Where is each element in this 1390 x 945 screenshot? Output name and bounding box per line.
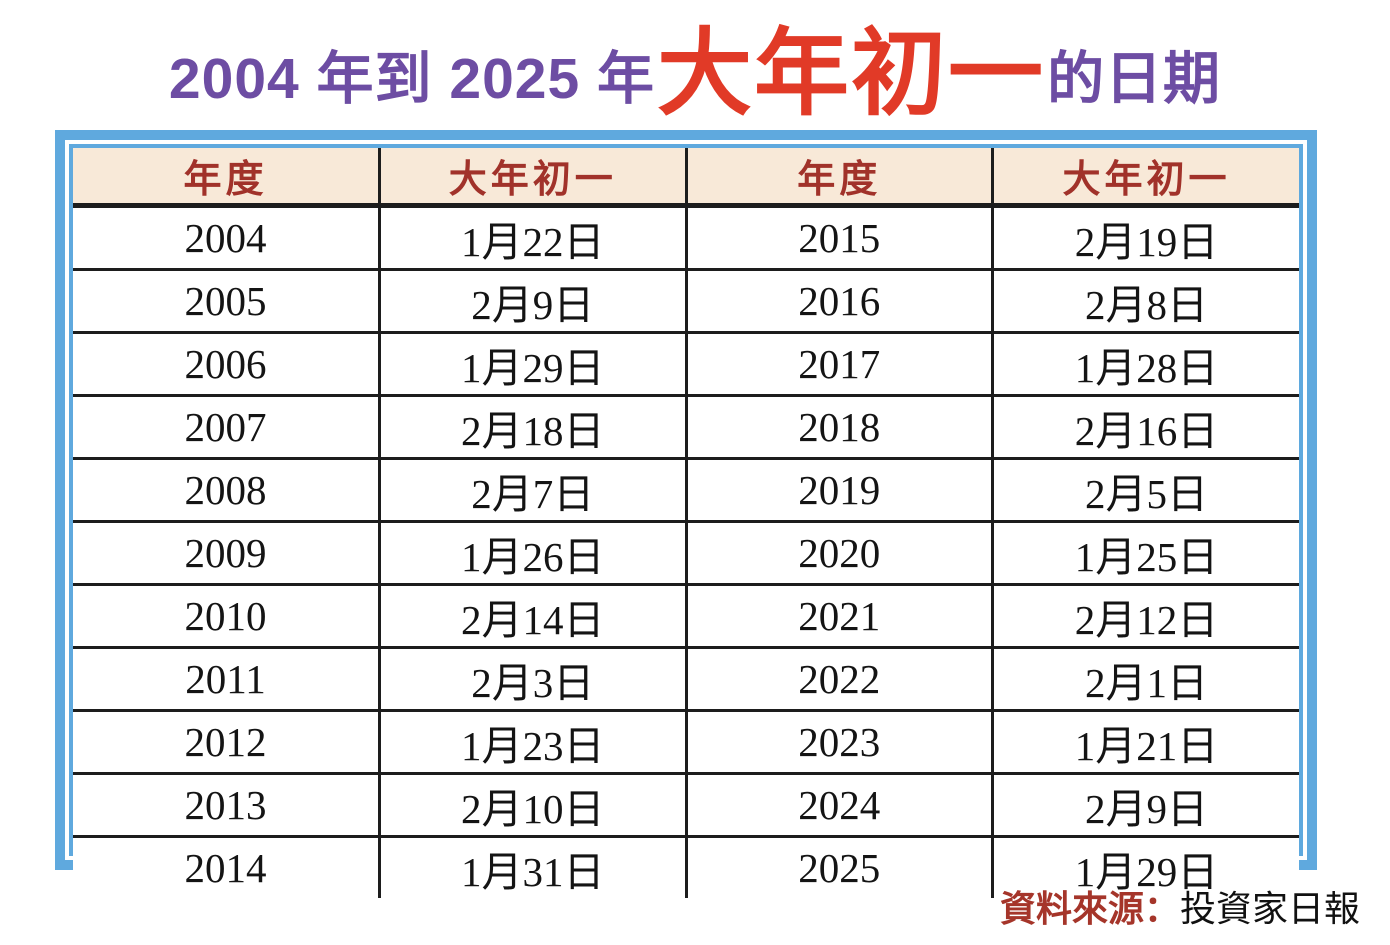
table-row: 2007 2月18日 2018 2月16日 <box>73 394 1299 459</box>
year-cell: 2013 <box>73 772 380 837</box>
year-cell: 2022 <box>684 646 993 711</box>
year-cell: 2014 <box>73 835 380 898</box>
date-cell: 2月16日 <box>991 394 1299 459</box>
title-suffix: 的日期 <box>1047 47 1222 111</box>
year-cell: 2005 <box>73 268 380 333</box>
date-cell: 2月12日 <box>991 583 1299 648</box>
date-cell: 2月8日 <box>991 268 1299 333</box>
date-cell: 1月29日 <box>991 835 1299 898</box>
table-row: 2009 1月26日 2020 1月25日 <box>73 520 1299 585</box>
source-line: 資料來源：投資家日報 <box>0 870 1390 932</box>
year-cell: 2018 <box>684 394 993 459</box>
year-cell: 2019 <box>684 457 993 522</box>
source-label: 資料來源： <box>999 888 1180 929</box>
year-cell: 2017 <box>684 331 993 396</box>
source-value: 投資家日報 <box>1179 888 1360 929</box>
date-cell: 2月9日 <box>378 268 686 333</box>
date-cell: 1月25日 <box>991 520 1299 585</box>
date-cell: 1月29日 <box>378 331 686 396</box>
date-cell: 2月1日 <box>991 646 1299 711</box>
year-cell: 2015 <box>684 205 993 270</box>
year-cell: 2025 <box>684 835 993 898</box>
table-frame-inner: 年度 大年初一 年度 大年初一 2004 1月22日 2015 2月19日 2005 2月… <box>69 144 1303 898</box>
header-row: 年度 大年初一 年度 大年初一 <box>73 148 1299 208</box>
table-row: 2004 1月22日 2015 2月19日 <box>73 205 1299 270</box>
page-title: 2004 年到 2025 年 大年初一 的日期 <box>0 0 1390 130</box>
year-cell: 2009 <box>73 520 380 585</box>
cny-dates-table: 年度 大年初一 年度 大年初一 2004 1月22日 2015 2月19日 2005 2月… <box>73 148 1299 898</box>
table-row: 2005 2月9日 2016 2月8日 <box>73 268 1299 333</box>
date-cell: 2月19日 <box>991 205 1299 270</box>
date-cell: 1月31日 <box>378 835 686 898</box>
date-cell: 2月18日 <box>378 394 686 459</box>
year-cell: 2008 <box>73 457 380 522</box>
date-cell: 1月21日 <box>991 709 1299 774</box>
header-year-right: 年度 <box>684 148 993 208</box>
year-cell: 2016 <box>684 268 993 333</box>
table-row: 2011 2月3日 2022 2月1日 <box>73 646 1299 711</box>
table-row: 2013 2月10日 2024 2月9日 <box>73 772 1299 837</box>
year-cell: 2010 <box>73 583 380 648</box>
year-cell: 2024 <box>684 772 993 837</box>
date-cell: 2月10日 <box>378 772 686 837</box>
year-cell: 2012 <box>73 709 380 774</box>
year-cell: 2023 <box>684 709 993 774</box>
header-date-right: 大年初一 <box>991 148 1299 208</box>
date-cell: 2月3日 <box>378 646 686 711</box>
table-row: 2006 1月29日 2017 1月28日 <box>73 331 1299 396</box>
year-cell: 2020 <box>684 520 993 585</box>
header-year-left: 年度 <box>73 148 380 208</box>
table-header: 年度 大年初一 年度 大年初一 <box>73 148 1299 208</box>
table-body: 2004 1月22日 2015 2月19日 2005 2月9日 2016 2月8日 2006 1月… <box>73 205 1299 898</box>
title-prefix: 2004 年到 2025 年 <box>168 47 656 111</box>
date-cell: 1月28日 <box>991 331 1299 396</box>
table-row: 2012 1月23日 2023 1月21日 <box>73 709 1299 774</box>
year-cell: 2011 <box>73 646 380 711</box>
date-cell: 1月22日 <box>378 205 686 270</box>
year-cell: 2021 <box>684 583 993 648</box>
table-row: 2014 1月31日 2025 1月29日 <box>73 835 1299 898</box>
date-cell: 2月7日 <box>378 457 686 522</box>
date-cell: 2月5日 <box>991 457 1299 522</box>
table-frame: 年度 大年初一 年度 大年初一 2004 1月22日 2015 2月19日 2005 2月… <box>55 130 1317 898</box>
table-row: 2010 2月14日 2021 2月12日 <box>73 583 1299 648</box>
year-cell: 2004 <box>73 205 380 270</box>
date-cell: 2月14日 <box>378 583 686 648</box>
year-cell: 2006 <box>73 331 380 396</box>
date-cell: 2月9日 <box>991 772 1299 837</box>
title-highlight: 大年初一 <box>657 20 1046 127</box>
date-cell: 1月23日 <box>378 709 686 774</box>
table-row: 2008 2月7日 2019 2月5日 <box>73 457 1299 522</box>
header-date-left: 大年初一 <box>378 148 686 208</box>
date-cell: 1月26日 <box>378 520 686 585</box>
year-cell: 2007 <box>73 394 380 459</box>
